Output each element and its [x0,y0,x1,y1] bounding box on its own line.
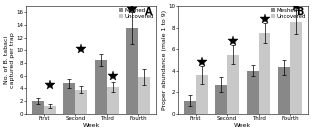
Bar [278,67,290,114]
Bar [63,83,76,114]
X-axis label: Week: Week [234,123,251,128]
Y-axis label: Proper abundance (male 1 to 9): Proper abundance (male 1 to 9) [162,10,167,110]
Bar [76,90,87,114]
Legend: Meshed, Uncovered: Meshed, Uncovered [119,7,155,19]
Bar [44,106,56,114]
Bar [215,85,227,114]
Bar [95,60,107,114]
Bar [32,101,44,114]
Bar [259,33,271,114]
Bar [246,71,259,114]
Text: B: B [297,7,304,17]
X-axis label: Week: Week [82,123,100,128]
Bar [196,75,208,114]
Legend: Meshed, Uncovered: Meshed, Uncovered [271,7,307,19]
Bar [184,101,196,114]
Y-axis label: No. of B. tabaci
captured per trap: No. of B. tabaci captured per trap [4,32,15,88]
Bar [290,22,302,114]
Bar [227,55,239,114]
Text: A: A [145,7,152,17]
Bar [126,28,138,114]
Bar [107,87,119,114]
Bar [138,77,150,114]
